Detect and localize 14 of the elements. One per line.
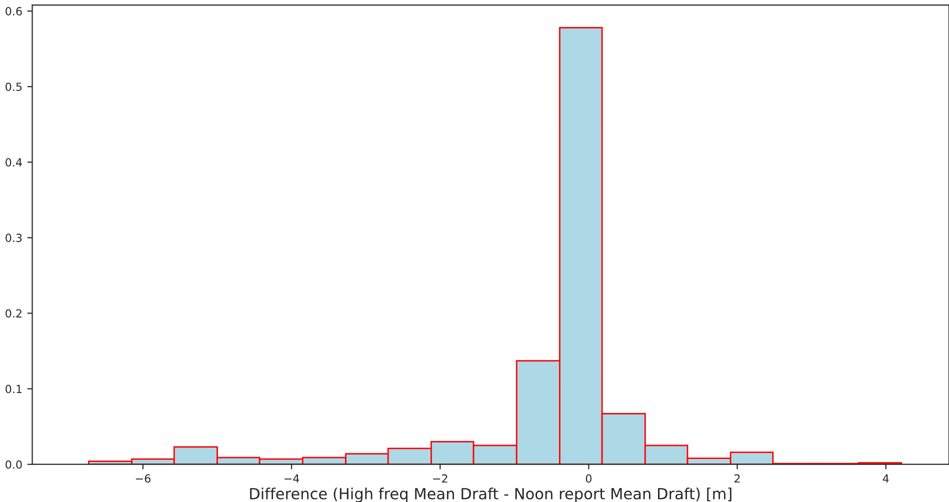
y-tick-label: 0.1 [6,384,22,394]
x-tick-label: 2 [734,474,740,483]
y-tick-label: 0.2 [6,309,22,318]
y-tick-label: 0.3 [6,234,22,242]
x-tick-label: 4 [882,474,889,483]
x-tick-label: −4 [284,474,300,483]
y-tick-label: 0.5 [6,82,22,91]
x-axis-title: Difference (High freq Mean Draft - Noon report Mean Draft) [m] [250,488,732,502]
x-tick-label: −6 [136,474,150,483]
y-tick-label: 0.6 [6,7,22,16]
x-tick-label: 0 [586,474,592,483]
y-tick-label: 0.4 [6,158,22,167]
x-tick-label: −2 [433,474,448,483]
y-tick-label: 0.0 [6,460,22,469]
